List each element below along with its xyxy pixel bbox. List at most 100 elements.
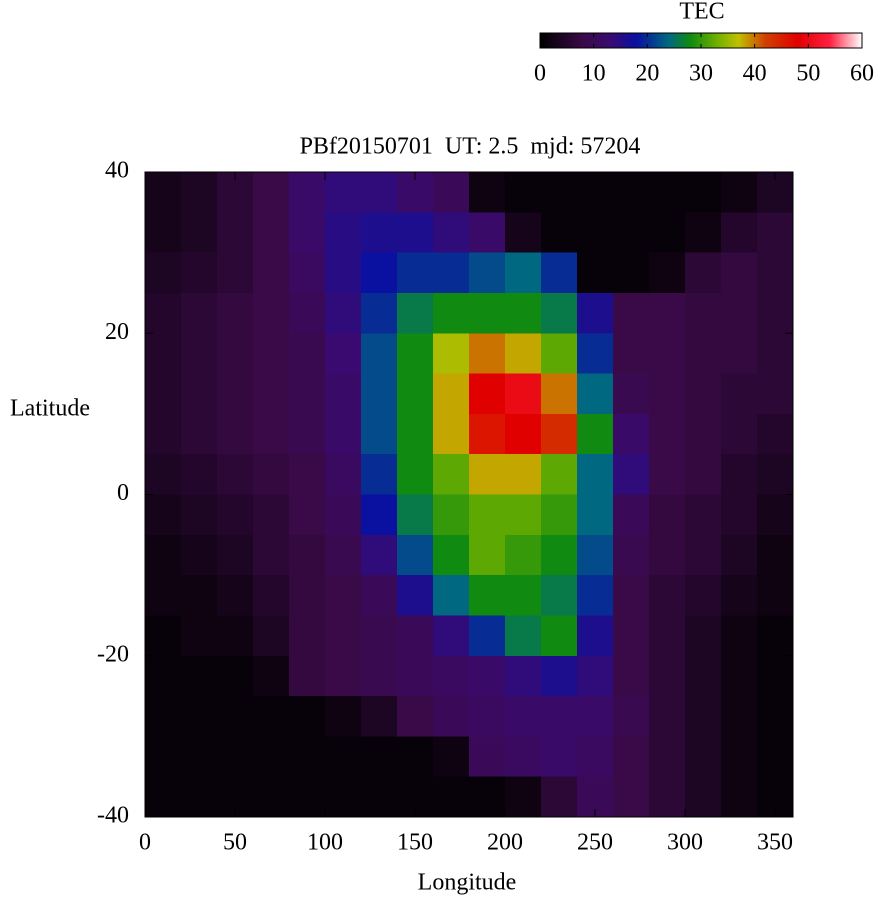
heatmap-cell [505, 454, 542, 495]
heatmap-cell [541, 655, 578, 697]
heatmap-cell [613, 212, 650, 254]
heatmap-cell [577, 575, 614, 616]
heatmap-cell [181, 212, 218, 254]
heatmap-cell [361, 776, 398, 818]
heatmap-cell [289, 494, 326, 536]
heatmap-cell [577, 534, 614, 576]
x-tick-label: 0 [139, 830, 151, 856]
colorbar-tick-label: 10 [582, 61, 606, 87]
heatmap-cell [577, 333, 614, 375]
heatmap-cell [145, 454, 182, 495]
heatmap-cell [433, 534, 470, 576]
heatmap-cell [757, 615, 794, 657]
heatmap-cell [325, 172, 362, 213]
heatmap-cell [289, 696, 326, 737]
heatmap-cell [397, 534, 434, 576]
heatmap-cell [577, 736, 614, 778]
heatmap-cell [505, 373, 542, 415]
heatmap-cell [181, 292, 218, 334]
heatmap-cell [757, 212, 794, 254]
heatmap-cell [397, 494, 434, 536]
colorbar-tick-label: 40 [743, 61, 767, 87]
y-tick-label: 20 [105, 319, 129, 345]
heatmap-cell [181, 575, 218, 616]
heatmap-cell [433, 494, 470, 536]
heatmap-cell [649, 575, 686, 616]
y-axis-label: Latitude [10, 396, 90, 422]
heatmap-cell [685, 655, 722, 697]
heatmap-cell [217, 615, 254, 657]
heatmap-cell [181, 373, 218, 415]
heatmap-cell [289, 776, 326, 818]
heatmap-cell [469, 373, 506, 415]
heatmap-cell [469, 534, 506, 576]
heatmap-cell [145, 212, 182, 254]
heatmap-cell [217, 212, 254, 254]
heatmap-cell [577, 615, 614, 657]
heatmap-cell [397, 413, 434, 455]
heatmap-cell [217, 413, 254, 455]
heatmap-cell [289, 252, 326, 294]
x-tick-label: 150 [397, 830, 433, 856]
x-tick-label: 100 [307, 830, 343, 856]
heatmap-cell [541, 373, 578, 415]
y-tick-label: 40 [105, 158, 129, 184]
heatmap-cell [757, 333, 794, 375]
heatmap-cell [181, 252, 218, 294]
heatmap-cell [685, 494, 722, 536]
heatmap-cell [685, 736, 722, 778]
heatmap-cell [217, 696, 254, 737]
heatmap-cell [289, 736, 326, 778]
heatmap-cell [577, 252, 614, 294]
heatmap-cell [613, 655, 650, 697]
heatmap-cell [757, 655, 794, 697]
heatmap-cell [289, 655, 326, 697]
heatmap-cell [721, 736, 758, 778]
colorbar-tick-label: 30 [689, 61, 713, 87]
heatmap-cell [433, 615, 470, 657]
heatmap-cell [433, 172, 470, 213]
colorbar-label: TEC [679, 0, 724, 25]
heatmap-cell [145, 696, 182, 737]
heatmap-cell [361, 615, 398, 657]
heatmap-cell [145, 655, 182, 697]
heatmap-cell [577, 373, 614, 415]
heatmap-cell [289, 413, 326, 455]
heatmap-cell [361, 212, 398, 254]
heatmap-cell [469, 655, 506, 697]
heatmap-cell [325, 615, 362, 657]
heatmap-cell [577, 292, 614, 334]
heatmap-cell [217, 655, 254, 697]
heatmap-cell [145, 615, 182, 657]
heatmap-cell [433, 333, 470, 375]
heatmap-cell [145, 172, 182, 213]
heatmap-cell [433, 736, 470, 778]
heatmap-cell [145, 534, 182, 576]
heatmap-cell [613, 373, 650, 415]
heatmap-cell [469, 696, 506, 737]
x-tick-label: 200 [487, 830, 523, 856]
heatmap-cell [181, 413, 218, 455]
heatmap-cell [469, 615, 506, 657]
heatmap-cell [253, 172, 290, 213]
colorbar-tick-label: 50 [796, 61, 820, 87]
heatmap-cell [649, 696, 686, 737]
heatmap-cell [325, 534, 362, 576]
heatmap-cell [541, 292, 578, 334]
heatmap-cell [721, 776, 758, 818]
heatmap-cell [181, 655, 218, 697]
heatmap-cell [325, 333, 362, 375]
heatmap-cell [361, 454, 398, 495]
heatmap-cell [757, 534, 794, 576]
heatmap-cell [217, 252, 254, 294]
heatmap-cell [721, 172, 758, 213]
colorbar-tick-label: 20 [635, 61, 659, 87]
heatmap-cell [721, 292, 758, 334]
heatmap-cell [757, 292, 794, 334]
heatmap-cell [721, 413, 758, 455]
heatmap-cell [685, 454, 722, 495]
heatmap-cell [253, 776, 290, 818]
heatmap-cell [145, 333, 182, 375]
heatmap-cell [433, 292, 470, 334]
heatmap-cell [505, 252, 542, 294]
